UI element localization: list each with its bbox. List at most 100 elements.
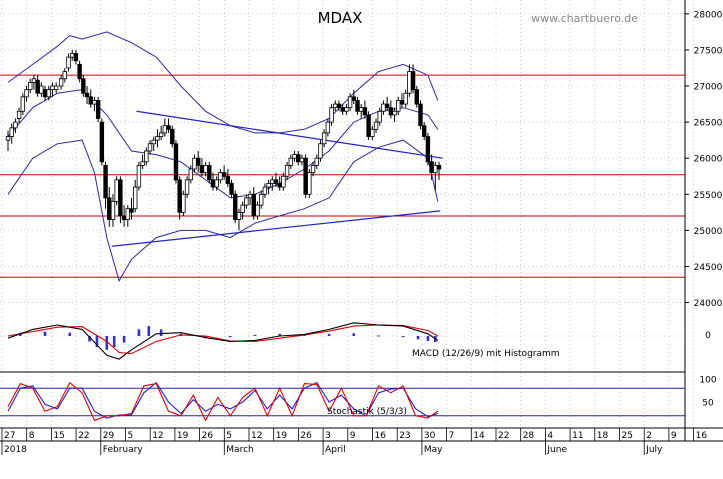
candle-down: [421, 125, 427, 137]
candle-up: [20, 96, 26, 112]
candle-down: [225, 175, 231, 184]
candlesticks: [5, 49, 442, 231]
x-tick-label: 19: [276, 431, 288, 441]
month-label: April: [325, 445, 346, 455]
candle-up: [299, 157, 305, 163]
month-label: February: [103, 445, 144, 455]
candle-down: [121, 215, 127, 220]
candle-down: [173, 143, 179, 181]
bollinger-upper: [7, 31, 439, 134]
y-tick-label: 25000: [694, 227, 723, 237]
x-tick-label: 30: [424, 431, 436, 441]
candle-up: [281, 175, 286, 188]
candle-up: [162, 125, 168, 134]
macd-histogram-bar: [416, 336, 420, 340]
x-tick-label: 8: [29, 431, 35, 441]
candle-up: [184, 179, 190, 195]
candle-down: [207, 165, 212, 181]
x-tick-label: 5: [128, 431, 134, 441]
candle-up: [125, 208, 130, 220]
x-tick-label: 16: [375, 431, 387, 441]
macd-histogram-bar: [401, 336, 405, 338]
candle-up: [333, 103, 338, 109]
y-tick-label: 24500: [694, 263, 723, 273]
candle-up: [329, 107, 334, 123]
macd-histogram-bar: [112, 336, 116, 347]
candle-up: [433, 165, 438, 174]
candle-up: [188, 168, 193, 181]
x-tick-label: 9: [671, 431, 677, 441]
candle-down: [103, 165, 108, 199]
candle-up: [53, 85, 59, 91]
macd-histogram-bar: [88, 336, 91, 342]
candle-down: [362, 107, 368, 116]
candle-up: [373, 121, 379, 130]
macd-histogram-bar: [68, 332, 72, 336]
candle-up: [58, 78, 64, 87]
candle-up: [70, 53, 75, 58]
stochastic-tick-label: 50: [702, 399, 714, 409]
y-tick-label: 26000: [694, 155, 723, 165]
candle-up: [307, 172, 312, 195]
trendline: [111, 210, 441, 247]
candle-up: [136, 165, 142, 188]
candle-down: [77, 63, 82, 80]
candle-up: [258, 193, 264, 206]
candle-up: [92, 100, 97, 105]
candle-down: [81, 78, 86, 94]
candle-down: [195, 157, 201, 166]
candle-up: [151, 139, 156, 145]
candle-down: [273, 179, 279, 184]
trendline: [136, 110, 443, 159]
candle-up: [31, 78, 37, 83]
candle-up: [46, 89, 51, 98]
candle-up: [28, 82, 33, 91]
macd-histogram-bar: [327, 333, 331, 336]
candle-down: [414, 89, 419, 105]
candle-down: [366, 114, 371, 137]
candle-up: [16, 110, 22, 119]
y-tick-label: 27000: [694, 83, 723, 93]
candle-up: [9, 127, 14, 137]
candle-down: [170, 128, 175, 145]
y-tick-label: 26500: [694, 119, 723, 129]
candle-up: [310, 165, 316, 174]
candle-up: [13, 121, 18, 129]
candle-down: [233, 193, 238, 220]
candle-down: [399, 100, 405, 105]
candle-up: [370, 128, 375, 137]
candle-up: [214, 179, 219, 188]
candle-up: [192, 157, 197, 170]
candle-up: [62, 71, 68, 80]
candle-up: [266, 183, 271, 188]
x-tick-label: 3: [325, 431, 331, 441]
candle-down: [355, 100, 360, 112]
macd-histogram-bar: [95, 336, 99, 347]
candle-down: [221, 172, 227, 177]
stochastic-tick-label: 100: [699, 376, 716, 386]
candle-down: [199, 165, 205, 174]
x-tick-label: 25: [622, 431, 633, 441]
x-tick-label: 19: [177, 431, 189, 441]
stochastic-label: Stochastik (5/3/3): [327, 407, 407, 417]
macd-histogram-bar: [352, 333, 356, 336]
x-tick-label: 28: [523, 431, 535, 441]
candle-down: [88, 96, 93, 105]
candle-up: [218, 172, 223, 181]
candle-up: [344, 107, 349, 112]
candle-up: [381, 103, 386, 112]
candle-up: [39, 85, 44, 94]
macd-histogram-bar: [137, 329, 141, 336]
x-tick-label: 16: [696, 431, 708, 441]
x-tick-label: 7: [449, 431, 455, 441]
candle-up: [359, 107, 364, 112]
macd-histogram-bar: [147, 326, 151, 336]
candle-up: [377, 110, 382, 123]
x-tick-label: 9: [350, 431, 356, 441]
y-tick-label: 24000: [694, 299, 723, 309]
stochastic-k-line: [7, 381, 439, 422]
candle-down: [251, 193, 256, 217]
month-label: June: [546, 445, 567, 455]
macd-histogram-bar: [229, 336, 232, 338]
